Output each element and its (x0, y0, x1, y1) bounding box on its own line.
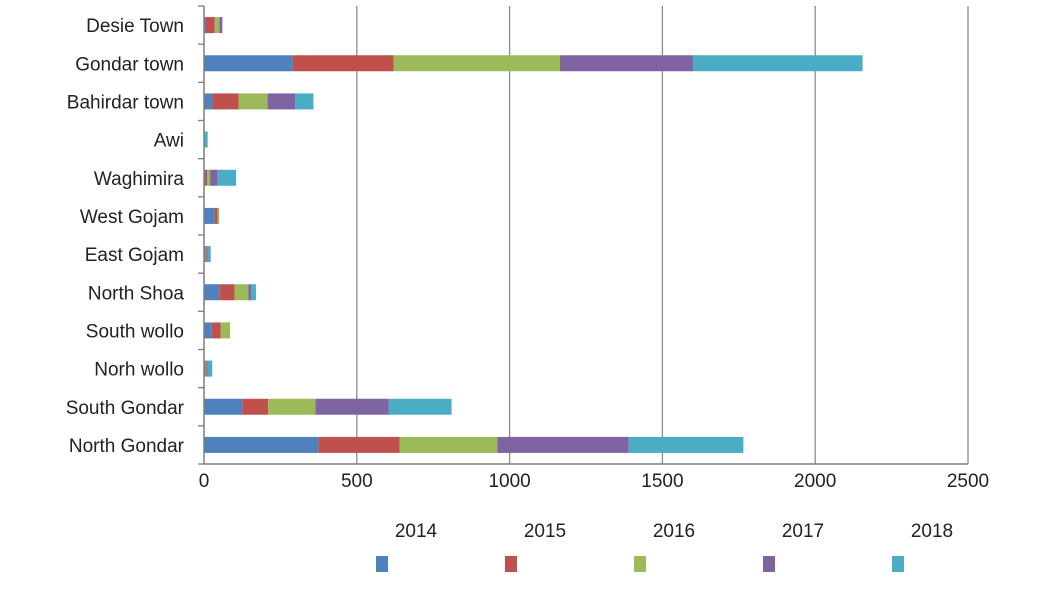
bar-gondar-town-2018 (692, 55, 863, 72)
x-tick-labels: 0 500 1000 1500 2000 2500 (199, 471, 989, 492)
x-tick-label-2500: 2500 (947, 471, 989, 492)
x-tick-label-1500: 1500 (641, 471, 683, 492)
legend-label-2018: 2018 (911, 521, 953, 542)
bar-east-gojam-2018 (207, 246, 211, 263)
legend-swatch-2014 (376, 556, 388, 572)
legend-swatch-2017 (763, 556, 775, 572)
bar-waghimira-2017 (210, 169, 218, 186)
category-label-bahirdar-town: Bahirdar town (67, 92, 184, 113)
bar-east-gojam-2016 (205, 246, 207, 263)
legend-swatch-2018 (892, 556, 904, 572)
legend-swatch-2015 (505, 556, 517, 572)
bar-norh-wollo-2015 (204, 360, 206, 377)
category-label-south-wollo: South wollo (86, 321, 184, 342)
bar-north-gondar-2018 (628, 436, 744, 453)
category-label-desie-town: Desie Town (86, 16, 184, 37)
legend-label-2016: 2016 (653, 521, 695, 542)
bar-bahirdar-town-2017 (267, 93, 296, 110)
bar-north-shoa-2018 (251, 284, 256, 301)
bar-bahirdar-town-2015 (212, 93, 239, 110)
bar-north-gondar-2014 (204, 436, 319, 453)
category-label-gondar-town: Gondar town (75, 54, 184, 75)
gridlines (356, 6, 969, 464)
category-label-waghimira: Waghimira (94, 169, 185, 190)
x-tick-label-2000: 2000 (794, 471, 836, 492)
bar-north-shoa-2016 (234, 284, 249, 301)
bar-norh-wollo-2018 (207, 360, 213, 377)
bar-gondar-town-2014 (204, 55, 293, 72)
x-tick-label-1000: 1000 (488, 471, 530, 492)
bar-desie-town-2014 (204, 17, 206, 34)
category-label-west-gojam: West Gojam (80, 207, 184, 228)
bar-desie-town-2017 (219, 17, 223, 34)
bar-desie-town-2015 (205, 17, 215, 34)
bar-south-gondar-2016 (268, 398, 316, 415)
category-label-norh-wollo: Norh wollo (94, 360, 184, 381)
category-label-awi: Awi (154, 131, 184, 152)
bar-norh-wollo-2016 (205, 360, 207, 377)
bar-south-wollo-2016 (220, 322, 230, 339)
bar-waghimira-2016 (207, 169, 211, 186)
bar-north-shoa-2014 (204, 284, 220, 301)
bar-south-wollo-2015 (211, 322, 221, 339)
x-tick-label-0: 0 (199, 471, 210, 492)
bar-west-gojam-2014 (204, 207, 215, 224)
bar-north-shoa-2015 (219, 284, 235, 301)
bar-bahirdar-town-2016 (238, 93, 268, 110)
bar-east-gojam-2017 (206, 246, 208, 263)
legend-label-2014: 2014 (395, 521, 438, 542)
legend-label-2017: 2017 (782, 521, 824, 542)
bar-north-shoa-2017 (248, 284, 252, 301)
bar-south-gondar-2018 (388, 398, 452, 415)
bar-west-gojam-2015 (214, 207, 218, 224)
bar-south-gondar-2014 (204, 398, 243, 415)
bar-west-gojam-2016 (217, 207, 220, 224)
bar-south-gondar-2017 (315, 398, 389, 415)
category-label-east-gojam: East Gojam (85, 245, 184, 266)
bars (204, 17, 863, 453)
category-label-north-gondar: North Gondar (69, 436, 185, 457)
bar-norh-wollo-2017 (206, 360, 208, 377)
legend-swatch-2016 (634, 556, 646, 572)
bar-gondar-town-2016 (393, 55, 561, 72)
bar-south-gondar-2015 (242, 398, 269, 415)
axes (198, 5, 968, 465)
bar-bahirdar-town-2018 (295, 93, 314, 110)
bar-north-gondar-2016 (399, 436, 498, 453)
legend: 2014 2015 2016 2017 2018 (376, 521, 953, 572)
bar-north-gondar-2015 (318, 436, 400, 453)
bar-gondar-town-2015 (292, 55, 394, 72)
bar-awi-2018 (204, 131, 208, 148)
bar-bahirdar-town-2014 (204, 93, 213, 110)
category-labels: North Gondar South Gondar Norh wollo South … (66, 16, 185, 457)
bar-waghimira-2015 (205, 169, 208, 186)
legend-label-2015: 2015 (524, 521, 566, 542)
category-label-north-shoa: North Shoa (88, 283, 185, 304)
bar-east-gojam-2015 (204, 246, 206, 263)
bar-waghimira-2018 (217, 169, 237, 186)
bar-desie-town-2016 (214, 17, 220, 34)
bar-north-gondar-2017 (497, 436, 629, 453)
bar-south-wollo-2014 (204, 322, 212, 339)
bar-gondar-town-2017 (560, 55, 693, 72)
category-label-south-gondar: South Gondar (66, 398, 185, 419)
bar-waghimira-2014 (204, 169, 206, 186)
x-tick-label-500: 500 (341, 471, 373, 492)
